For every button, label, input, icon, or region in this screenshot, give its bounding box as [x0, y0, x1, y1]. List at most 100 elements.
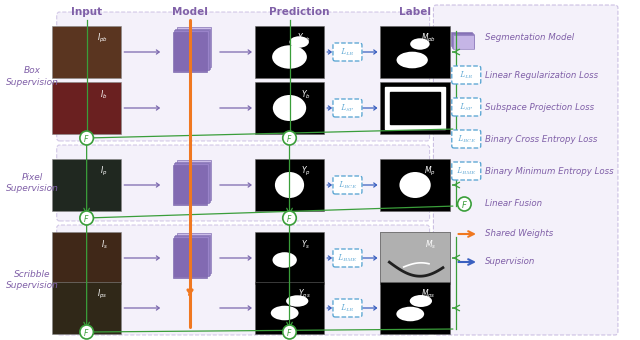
Text: Linear Regularization Loss: Linear Regularization Loss: [484, 70, 598, 80]
Bar: [255, 159, 324, 211]
Text: Segmentation Model: Segmentation Model: [484, 34, 574, 42]
Bar: [385, 87, 445, 129]
Text: $\it{I_b}$: $\it{I_b}$: [100, 88, 108, 101]
Text: Input: Input: [71, 7, 102, 17]
Text: $\it{I_{pb}}$: $\it{I_{pb}}$: [97, 32, 108, 45]
Text: $\it{I_p}$: $\it{I_p}$: [100, 165, 108, 179]
FancyBboxPatch shape: [452, 66, 481, 84]
Circle shape: [283, 131, 296, 145]
Bar: [52, 82, 122, 134]
Text: $\it{F}$: $\it{F}$: [286, 133, 292, 143]
Bar: [380, 282, 450, 334]
Text: Binary Cross Entropy Loss: Binary Cross Entropy Loss: [484, 135, 597, 143]
FancyBboxPatch shape: [333, 249, 362, 267]
Bar: [175, 235, 210, 274]
Circle shape: [458, 197, 471, 211]
FancyBboxPatch shape: [333, 99, 362, 117]
Bar: [255, 82, 324, 134]
Bar: [177, 27, 211, 67]
Text: $\it{F}$: $\it{F}$: [83, 212, 90, 223]
Bar: [255, 282, 324, 334]
Ellipse shape: [273, 95, 306, 121]
Bar: [173, 32, 207, 72]
Bar: [52, 26, 122, 78]
FancyBboxPatch shape: [57, 225, 429, 335]
Circle shape: [80, 131, 93, 145]
Text: $\it{Y_b}$: $\it{Y_b}$: [301, 88, 310, 101]
Ellipse shape: [410, 295, 432, 307]
Text: $L_{BME}$: $L_{BME}$: [337, 252, 358, 264]
Bar: [174, 236, 209, 276]
Text: $L_{SP}$: $L_{SP}$: [340, 102, 355, 114]
Text: Pixel
Supervision: Pixel Supervision: [6, 173, 59, 193]
Bar: [255, 232, 324, 284]
FancyBboxPatch shape: [333, 299, 362, 317]
FancyBboxPatch shape: [452, 130, 481, 148]
Bar: [380, 159, 450, 211]
Text: $\it{M_{pb}}$: $\it{M_{pb}}$: [421, 32, 436, 45]
Bar: [175, 29, 210, 68]
Text: Box
Supervision: Box Supervision: [6, 66, 59, 87]
FancyBboxPatch shape: [333, 43, 362, 61]
FancyBboxPatch shape: [452, 162, 481, 180]
Bar: [52, 232, 122, 284]
Text: Supervision: Supervision: [484, 257, 535, 267]
Text: $\it{I_{ps}}$: $\it{I_{ps}}$: [97, 288, 108, 301]
Circle shape: [80, 211, 93, 225]
Circle shape: [283, 325, 296, 339]
Bar: [255, 26, 324, 78]
Bar: [174, 30, 209, 70]
Ellipse shape: [396, 307, 424, 321]
Text: $\it{M_s}$: $\it{M_s}$: [425, 238, 436, 251]
Text: $\it{M_p}$: $\it{M_p}$: [424, 165, 436, 179]
FancyBboxPatch shape: [433, 5, 618, 335]
FancyBboxPatch shape: [333, 176, 362, 194]
Text: $L_{BCE}$: $L_{BCE}$: [457, 133, 476, 144]
Bar: [173, 165, 207, 205]
Text: $\it{Y_{pb}}$: $\it{Y_{pb}}$: [297, 32, 310, 45]
Bar: [175, 162, 210, 202]
Text: Shared Weights: Shared Weights: [484, 230, 553, 238]
Bar: [380, 26, 450, 78]
Text: $\it{M_b}$: $\it{M_b}$: [424, 88, 436, 101]
Ellipse shape: [271, 306, 299, 320]
Bar: [390, 92, 440, 124]
Bar: [452, 34, 474, 48]
Text: $\it{F}$: $\it{F}$: [83, 133, 90, 143]
Text: $L_{SP}$: $L_{SP}$: [459, 101, 474, 113]
Text: $\it{F}$: $\it{F}$: [286, 326, 292, 338]
Bar: [173, 238, 207, 278]
Text: Scribble
Supervision: Scribble Supervision: [6, 270, 59, 290]
Ellipse shape: [286, 295, 308, 307]
Ellipse shape: [410, 38, 429, 50]
Circle shape: [80, 325, 93, 339]
Bar: [380, 232, 450, 284]
Text: $\it{M_{ps}}$: $\it{M_{ps}}$: [421, 288, 436, 301]
Text: $L_{LR}$: $L_{LR}$: [340, 46, 355, 58]
Bar: [380, 82, 450, 134]
Bar: [52, 282, 122, 334]
Text: $\it{F}$: $\it{F}$: [461, 199, 468, 209]
Text: $\it{F}$: $\it{F}$: [83, 326, 90, 338]
Bar: [177, 160, 211, 200]
Text: $\it{Y_p}$: $\it{Y_p}$: [301, 165, 310, 179]
Bar: [451, 32, 472, 46]
Ellipse shape: [399, 172, 431, 198]
Text: $L_{BME}$: $L_{BME}$: [456, 165, 477, 177]
Text: Model: Model: [172, 7, 208, 17]
Ellipse shape: [397, 52, 428, 68]
Text: $\it{F}$: $\it{F}$: [286, 212, 292, 223]
Ellipse shape: [289, 36, 309, 48]
Text: $L_{BCE}$: $L_{BCE}$: [338, 180, 357, 191]
Circle shape: [283, 211, 296, 225]
Bar: [452, 33, 473, 47]
Text: $\it{Y_s}$: $\it{Y_s}$: [301, 238, 310, 251]
FancyBboxPatch shape: [57, 145, 429, 221]
Text: Linear Fusion: Linear Fusion: [484, 200, 542, 208]
Ellipse shape: [272, 45, 307, 69]
Text: Subspace Projection Loss: Subspace Projection Loss: [484, 102, 594, 112]
Text: Prediction: Prediction: [269, 7, 330, 17]
Bar: [52, 159, 122, 211]
Text: $\it{I_s}$: $\it{I_s}$: [100, 238, 108, 251]
Ellipse shape: [273, 252, 297, 268]
